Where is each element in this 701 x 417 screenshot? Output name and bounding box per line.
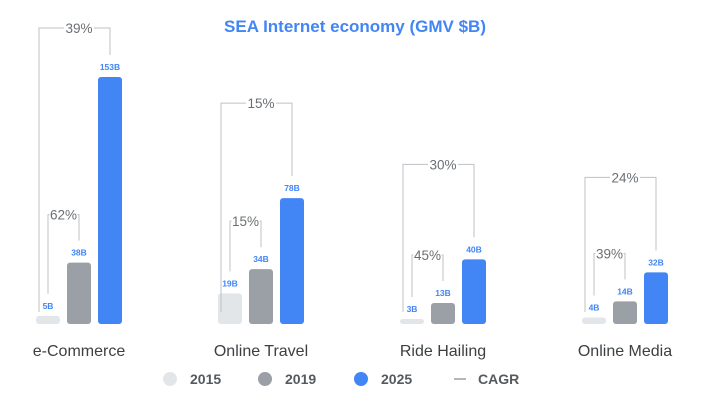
bar-ride-hailing-2015 xyxy=(400,319,424,324)
bar-e-commerce-2015 xyxy=(36,315,60,324)
cagr-bracket-long-online-media xyxy=(584,176,657,312)
category-label-online-travel: Online Travel xyxy=(214,343,308,360)
value-label-online-travel-2019: 34B xyxy=(253,254,269,264)
legend-marker-2015 xyxy=(163,372,177,386)
value-label-online-travel-2025: 78B xyxy=(284,183,300,193)
value-label-e-commerce-2015: 5B xyxy=(43,301,54,311)
legend-label-2015: 2015 xyxy=(190,371,221,387)
bar-e-commerce-2025 xyxy=(98,77,122,324)
cagr-label-long-ride-hailing: 30% xyxy=(429,157,456,172)
bar-online-media-2019 xyxy=(613,301,637,324)
cagr-bracket-short-online-media xyxy=(593,252,626,296)
cagr-label-short-online-media: 39% xyxy=(596,246,623,261)
cagr-label-long-online-travel: 15% xyxy=(247,96,274,111)
value-label-ride-hailing-2015: 3B xyxy=(407,304,418,314)
bar-ride-hailing-2025 xyxy=(462,259,486,324)
value-label-ride-hailing-2019: 13B xyxy=(435,288,451,298)
value-label-online-media-2019: 14B xyxy=(617,286,633,296)
bar-online-media-2025 xyxy=(644,272,668,324)
bar-ride-hailing-2019 xyxy=(431,303,455,324)
value-label-online-travel-2015: 19B xyxy=(222,278,238,288)
cagr-label-short-online-travel: 15% xyxy=(232,214,259,229)
cagr-bracket-long-online-travel xyxy=(220,102,293,312)
value-label-online-media-2015: 4B xyxy=(589,303,600,313)
category-label-e-commerce: e-Commerce xyxy=(33,343,126,360)
cagr-label-long-online-media: 24% xyxy=(611,170,638,185)
legend-label-2019: 2019 xyxy=(285,371,316,387)
cagr-bracket-short-ride-hailing xyxy=(411,254,444,297)
value-label-ride-hailing-2025: 40B xyxy=(466,244,482,254)
category-label-online-media: Online Media xyxy=(578,343,672,360)
cagr-bracket-long-ride-hailing xyxy=(402,163,475,312)
value-label-e-commerce-2019: 38B xyxy=(71,248,87,258)
bar-online-media-2015 xyxy=(582,317,606,324)
legend-marker-2025 xyxy=(354,372,368,386)
bar-online-travel-2019 xyxy=(249,269,273,324)
cagr-label-short-ride-hailing: 45% xyxy=(414,248,441,263)
cagr-label-long-e-commerce: 39% xyxy=(65,21,92,36)
cagr-bracket-short-e-commerce xyxy=(47,214,80,294)
legend-label-2025: 2025 xyxy=(381,371,412,387)
cagr-bracket-short-online-travel xyxy=(229,220,262,272)
legend-marker-2019 xyxy=(258,372,272,386)
value-label-e-commerce-2025: 153B xyxy=(100,62,120,72)
cagr-label-short-e-commerce: 62% xyxy=(50,208,77,223)
cagr-bracket-long-e-commerce xyxy=(38,27,111,312)
bar-e-commerce-2019 xyxy=(67,262,91,324)
legend-label-cagr: CAGR xyxy=(478,371,519,387)
value-label-online-media-2025: 32B xyxy=(648,257,664,267)
bar-online-travel-2025 xyxy=(280,198,304,324)
category-label-ride-hailing: Ride Hailing xyxy=(400,343,486,360)
chart-title: SEA Internet economy (GMV $B) xyxy=(224,17,486,36)
bar-online-travel-2015 xyxy=(218,293,242,324)
